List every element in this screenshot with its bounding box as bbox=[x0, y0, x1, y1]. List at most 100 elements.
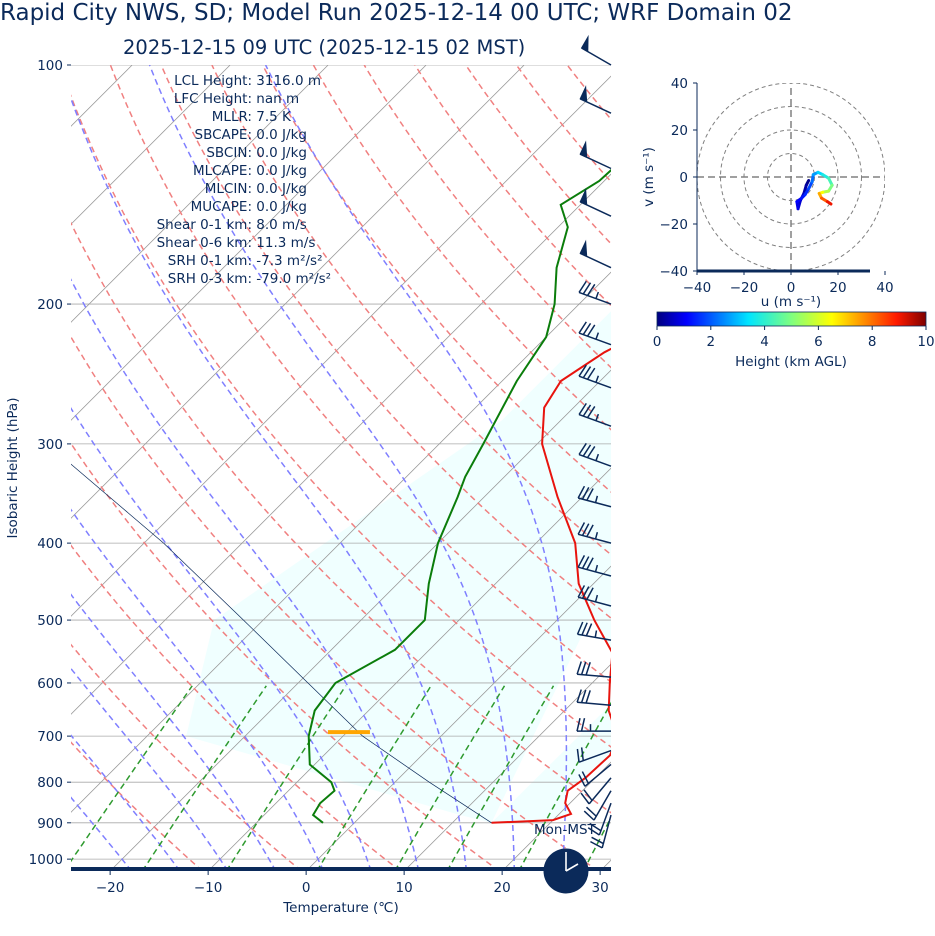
x-tick-label: 30 bbox=[592, 880, 609, 896]
stat-row: LCL Height: 3116.0 m bbox=[70, 72, 331, 90]
mixing-ratio-line bbox=[582, 815, 611, 871]
temperature-profile-line bbox=[491, 347, 611, 824]
clock-label: Mon-MST bbox=[534, 822, 596, 838]
stat-label: SBCIN: bbox=[206, 145, 252, 161]
parcel-profile-line bbox=[71, 463, 492, 824]
skewt-profiles bbox=[71, 168, 611, 824]
stat-label: MLLR: bbox=[211, 109, 252, 125]
wind-barb bbox=[576, 747, 612, 763]
hodograph-x-tick-label: 0 bbox=[787, 280, 796, 296]
moist-adiabat-line bbox=[71, 508, 325, 871]
skewt-tick-labels: 100 200 300 400 500 600 700 800 900 1000 −20 −10 0 10… bbox=[29, 58, 609, 896]
stat-label: Shear 0-1 km: bbox=[156, 217, 252, 233]
hodograph-y-tick-label: −40 bbox=[660, 264, 689, 280]
dry-adiabat-line bbox=[770, 65, 935, 871]
dry-adiabat-line bbox=[71, 335, 599, 871]
y-tick-label: 300 bbox=[37, 437, 63, 453]
isotherm-line bbox=[71, 65, 427, 421]
y-tick-label: 500 bbox=[37, 613, 63, 629]
colorbar-gradient bbox=[656, 311, 927, 327]
stat-row: MUCAPE: 0.0 J/kg bbox=[70, 198, 331, 216]
colorbar-label: Height (km AGL) bbox=[735, 354, 847, 370]
wind-barb bbox=[576, 717, 611, 732]
hodograph-ring bbox=[743, 129, 839, 225]
wind-barb bbox=[580, 34, 612, 66]
figure-title: Rapid City NWS, SD; Model Run 2025-12-14… bbox=[0, 0, 793, 26]
moist-adiabat-line bbox=[71, 796, 133, 871]
hodograph-x-tick-label: 40 bbox=[876, 280, 893, 296]
wind-barb bbox=[579, 85, 612, 114]
stat-label: LFC Height: bbox=[173, 91, 252, 107]
colorbar-tick-label: 6 bbox=[814, 334, 823, 350]
dewpoint-profile-line bbox=[307, 168, 611, 824]
wind-barb bbox=[578, 763, 612, 787]
hodograph: −40 −20 0 20 40 −40 −20 0 20 40 u (m s⁻¹) v (m s⁻… bbox=[641, 76, 894, 310]
isotherm-line bbox=[71, 65, 525, 519]
isotherm-line bbox=[71, 65, 231, 225]
dry-adiabat-line bbox=[669, 65, 935, 871]
dry-adiabat-line bbox=[261, 65, 611, 493]
stat-value: 0.0 J/kg bbox=[252, 127, 307, 143]
hodograph-rings bbox=[697, 83, 885, 271]
stat-value: 0.0 J/kg bbox=[252, 199, 307, 215]
y-tick-label: 700 bbox=[37, 729, 63, 745]
y-tick-label: 400 bbox=[37, 536, 63, 552]
stat-label: MLCAPE: bbox=[192, 163, 252, 179]
hodograph-y-tick-label: 20 bbox=[671, 123, 688, 139]
colorbar-tick-label: 10 bbox=[917, 334, 934, 350]
dry-adiabat-line bbox=[109, 65, 611, 684]
stat-label: SRH 0-3 km: bbox=[167, 271, 252, 287]
isotherm-line bbox=[207, 467, 611, 871]
dry-adiabat-line bbox=[720, 65, 935, 871]
dry-adiabat-line bbox=[566, 65, 611, 121]
isotherm-line bbox=[403, 663, 611, 871]
hodograph-y-tick-label: 0 bbox=[679, 170, 688, 186]
isotherm-line bbox=[698, 65, 935, 871]
dry-adiabat-line bbox=[821, 65, 935, 871]
dry-adiabat-line bbox=[160, 65, 611, 620]
y-tick-label: 600 bbox=[37, 676, 63, 692]
stat-value: 7.5 K bbox=[252, 109, 291, 125]
stat-label: MLCIN: bbox=[204, 181, 252, 197]
colorbar-tick-labels: 0 2 4 6 8 10 bbox=[653, 326, 935, 350]
moist-adiabat-line bbox=[264, 65, 568, 871]
hodograph-y-tick-label: 40 bbox=[671, 76, 688, 92]
stat-row: MLCIN: 0.0 J/kg bbox=[70, 180, 331, 198]
colorbar-tick-label: 4 bbox=[760, 334, 769, 350]
x-tick-label: 0 bbox=[302, 880, 311, 896]
stat-value: 8.0 m/s bbox=[252, 217, 307, 233]
hodograph-ring bbox=[720, 106, 862, 248]
hodograph-trace bbox=[795, 170, 834, 211]
stat-value: 0.0 J/kg bbox=[252, 163, 307, 179]
y-tick-label: 900 bbox=[37, 816, 63, 832]
wind-barb bbox=[590, 814, 612, 849]
stat-row: SBCAPE: 0.0 J/kg bbox=[70, 126, 331, 144]
y-tick-label: 1000 bbox=[29, 852, 63, 868]
colorbar-tick-label: 0 bbox=[653, 334, 662, 350]
stat-label: SBCAPE: bbox=[194, 127, 252, 143]
moist-adiabat-line bbox=[148, 65, 516, 871]
dry-adiabat-line bbox=[71, 442, 500, 871]
stat-value: -7.3 m²/s² bbox=[252, 253, 323, 269]
stat-value: 0.0 J/kg bbox=[252, 145, 307, 161]
stat-value: nan m bbox=[252, 91, 300, 107]
colorbar-tick-label: 8 bbox=[868, 334, 877, 350]
wind-barb bbox=[577, 485, 612, 508]
hodograph-y-tick-label: −20 bbox=[660, 217, 689, 233]
hodograph-x-tick-label: −40 bbox=[683, 280, 712, 296]
dry-adiabat-line bbox=[414, 65, 611, 307]
stat-row: Shear 0-1 km: 8.0 m/s bbox=[70, 216, 331, 234]
isotherm-line bbox=[109, 369, 611, 871]
skewt-y-axis-label: Isobaric Height (hPa) bbox=[5, 398, 21, 539]
sounding-parameters: LCL Height: 3116.0 m LFC Height: nan m MLL… bbox=[70, 72, 331, 288]
hodograph-x-tick-label: −20 bbox=[730, 280, 759, 296]
stat-label: LCL Height: bbox=[174, 73, 252, 89]
stat-value: -79.0 m²/s² bbox=[252, 271, 332, 287]
stat-label: MUCAPE: bbox=[190, 199, 252, 215]
stat-row: SBCIN: 0.0 J/kg bbox=[70, 144, 331, 162]
mixing-ratio-line bbox=[71, 685, 193, 863]
subtitle-text: 2025-12-15 09 UTC (2025-12-15 02 MST) bbox=[123, 36, 526, 59]
wind-barb bbox=[578, 321, 612, 346]
